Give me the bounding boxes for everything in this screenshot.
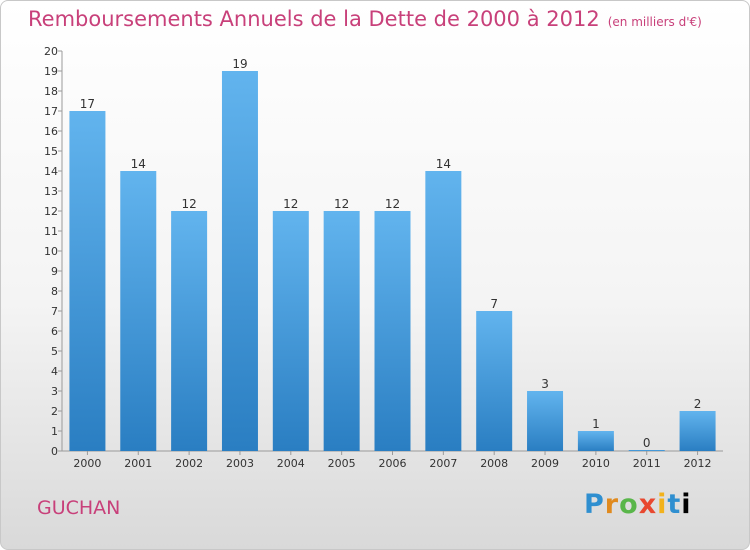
y-tick-label: 4 xyxy=(51,365,58,378)
bar xyxy=(69,111,106,451)
bar xyxy=(221,71,258,451)
y-tick-label: 19 xyxy=(44,65,58,78)
bar xyxy=(628,450,665,451)
y-tick-label: 10 xyxy=(44,245,58,258)
bar-value-label: 19 xyxy=(232,57,247,71)
y-tick-label: 8 xyxy=(51,285,58,298)
y-tick-label: 11 xyxy=(44,225,58,238)
bar-value-label: 12 xyxy=(181,197,196,211)
bar xyxy=(272,211,309,451)
proxiti-logo: Proxiti xyxy=(584,489,692,520)
x-tick-label: 2006 xyxy=(379,457,407,470)
y-tick-label: 6 xyxy=(51,325,58,338)
bar xyxy=(577,431,614,451)
bar xyxy=(425,171,462,451)
bar-value-label: 12 xyxy=(334,197,349,211)
y-tick-label: 7 xyxy=(51,305,58,318)
y-tick-label: 13 xyxy=(44,185,58,198)
bar-value-label: 3 xyxy=(541,377,549,391)
y-tick-label: 1 xyxy=(51,425,58,438)
x-tick-label: 2003 xyxy=(226,457,254,470)
bar-value-label: 17 xyxy=(80,97,95,111)
y-tick-label: 2 xyxy=(51,405,58,418)
bar-value-label: 14 xyxy=(131,157,146,171)
x-tick-label: 2010 xyxy=(582,457,610,470)
y-tick-label: 12 xyxy=(44,205,58,218)
y-tick-label: 15 xyxy=(44,145,58,158)
x-tick-label: 2012 xyxy=(684,457,712,470)
x-tick-label: 2001 xyxy=(124,457,152,470)
bar-value-label: 14 xyxy=(436,157,451,171)
bar-value-label: 7 xyxy=(490,297,498,311)
y-tick-label: 9 xyxy=(51,265,58,278)
y-tick-label: 17 xyxy=(44,105,58,118)
x-tick-label: 2000 xyxy=(73,457,101,470)
commune-name: GUCHAN xyxy=(37,497,121,519)
bar xyxy=(374,211,411,451)
chart-title: Remboursements Annuels de la Dette de 20… xyxy=(28,7,702,31)
bar-value-label: 12 xyxy=(283,197,298,211)
bar xyxy=(476,311,513,451)
x-tick-label: 2009 xyxy=(531,457,559,470)
bar-value-label: 1 xyxy=(592,417,600,431)
bar xyxy=(323,211,360,451)
x-tick-label: 2002 xyxy=(175,457,203,470)
bar xyxy=(171,211,208,451)
bar xyxy=(527,391,564,451)
bar-value-label: 2 xyxy=(694,397,702,411)
bar xyxy=(120,171,157,451)
y-tick-label: 5 xyxy=(51,345,58,358)
chart-unit-label: (en milliers d'€) xyxy=(607,15,702,29)
chart-title-text: Remboursements Annuels de la Dette de 20… xyxy=(28,7,600,31)
x-tick-label: 2008 xyxy=(480,457,508,470)
y-tick-label: 18 xyxy=(44,85,58,98)
y-tick-label: 20 xyxy=(44,45,58,58)
x-tick-label: 2007 xyxy=(429,457,457,470)
x-tick-label: 2004 xyxy=(277,457,305,470)
y-tick-label: 3 xyxy=(51,385,58,398)
bar-value-label: 12 xyxy=(385,197,400,211)
bar-value-label: 0 xyxy=(643,436,651,450)
x-tick-label: 2011 xyxy=(633,457,661,470)
y-tick-label: 16 xyxy=(44,125,58,138)
bar xyxy=(679,411,716,451)
y-tick-label: 0 xyxy=(51,445,58,458)
x-tick-label: 2005 xyxy=(328,457,356,470)
y-tick-label: 14 xyxy=(44,165,58,178)
